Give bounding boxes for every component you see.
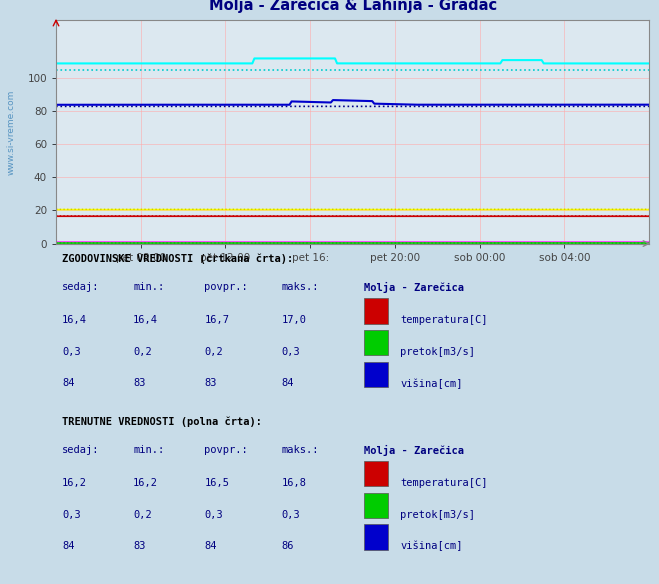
Text: povpr.:: povpr.: [204, 283, 248, 293]
Text: 0,3: 0,3 [62, 510, 80, 520]
FancyBboxPatch shape [364, 298, 388, 324]
Text: TRENUTNE VREDNOSTI (polna črta):: TRENUTNE VREDNOSTI (polna črta): [62, 416, 262, 427]
Text: 0,2: 0,2 [133, 510, 152, 520]
Text: 16,4: 16,4 [133, 315, 158, 325]
Text: 84: 84 [281, 378, 294, 388]
Text: 83: 83 [133, 378, 146, 388]
Text: višina[cm]: višina[cm] [400, 378, 463, 389]
Text: ZGODOVINSKE VREDNOSTI (črtkana črta):: ZGODOVINSKE VREDNOSTI (črtkana črta): [62, 253, 293, 264]
Text: 83: 83 [204, 378, 217, 388]
Text: 84: 84 [204, 541, 217, 551]
Text: min.:: min.: [133, 446, 164, 456]
Text: maks.:: maks.: [281, 283, 319, 293]
Text: 16,2: 16,2 [133, 478, 158, 488]
Text: 84: 84 [62, 541, 74, 551]
Text: 17,0: 17,0 [281, 315, 306, 325]
FancyBboxPatch shape [364, 461, 388, 486]
Text: 0,3: 0,3 [62, 347, 80, 357]
Text: maks.:: maks.: [281, 446, 319, 456]
FancyBboxPatch shape [364, 493, 388, 518]
FancyBboxPatch shape [364, 361, 388, 387]
Text: povpr.:: povpr.: [204, 446, 248, 456]
Text: 0,3: 0,3 [281, 510, 300, 520]
Text: 16,4: 16,4 [62, 315, 87, 325]
Text: 0,3: 0,3 [204, 510, 223, 520]
Text: 84: 84 [62, 378, 74, 388]
Text: 16,5: 16,5 [204, 478, 229, 488]
Text: temperatura[C]: temperatura[C] [400, 478, 488, 488]
Text: Molja - Zarečica: Molja - Zarečica [364, 283, 465, 294]
Text: 16,7: 16,7 [204, 315, 229, 325]
Text: pretok[m3/s]: pretok[m3/s] [400, 347, 475, 357]
Text: sedaj:: sedaj: [62, 283, 100, 293]
Text: 16,8: 16,8 [281, 478, 306, 488]
Text: 0,2: 0,2 [204, 347, 223, 357]
FancyBboxPatch shape [364, 330, 388, 355]
Text: Molja - Zarečica & Lahinja - Gradac: Molja - Zarečica & Lahinja - Gradac [208, 0, 497, 13]
Text: Molja - Zarečica: Molja - Zarečica [364, 446, 465, 456]
Text: 83: 83 [133, 541, 146, 551]
Text: temperatura[C]: temperatura[C] [400, 315, 488, 325]
Text: min.:: min.: [133, 283, 164, 293]
Text: 86: 86 [281, 541, 294, 551]
Text: pretok[m3/s]: pretok[m3/s] [400, 510, 475, 520]
FancyBboxPatch shape [364, 524, 388, 550]
Text: www.si-vreme.com: www.si-vreme.com [7, 89, 16, 175]
Text: 0,3: 0,3 [281, 347, 300, 357]
Text: višina[cm]: višina[cm] [400, 541, 463, 552]
Text: sedaj:: sedaj: [62, 446, 100, 456]
Text: 16,2: 16,2 [62, 478, 87, 488]
Text: 0,2: 0,2 [133, 347, 152, 357]
